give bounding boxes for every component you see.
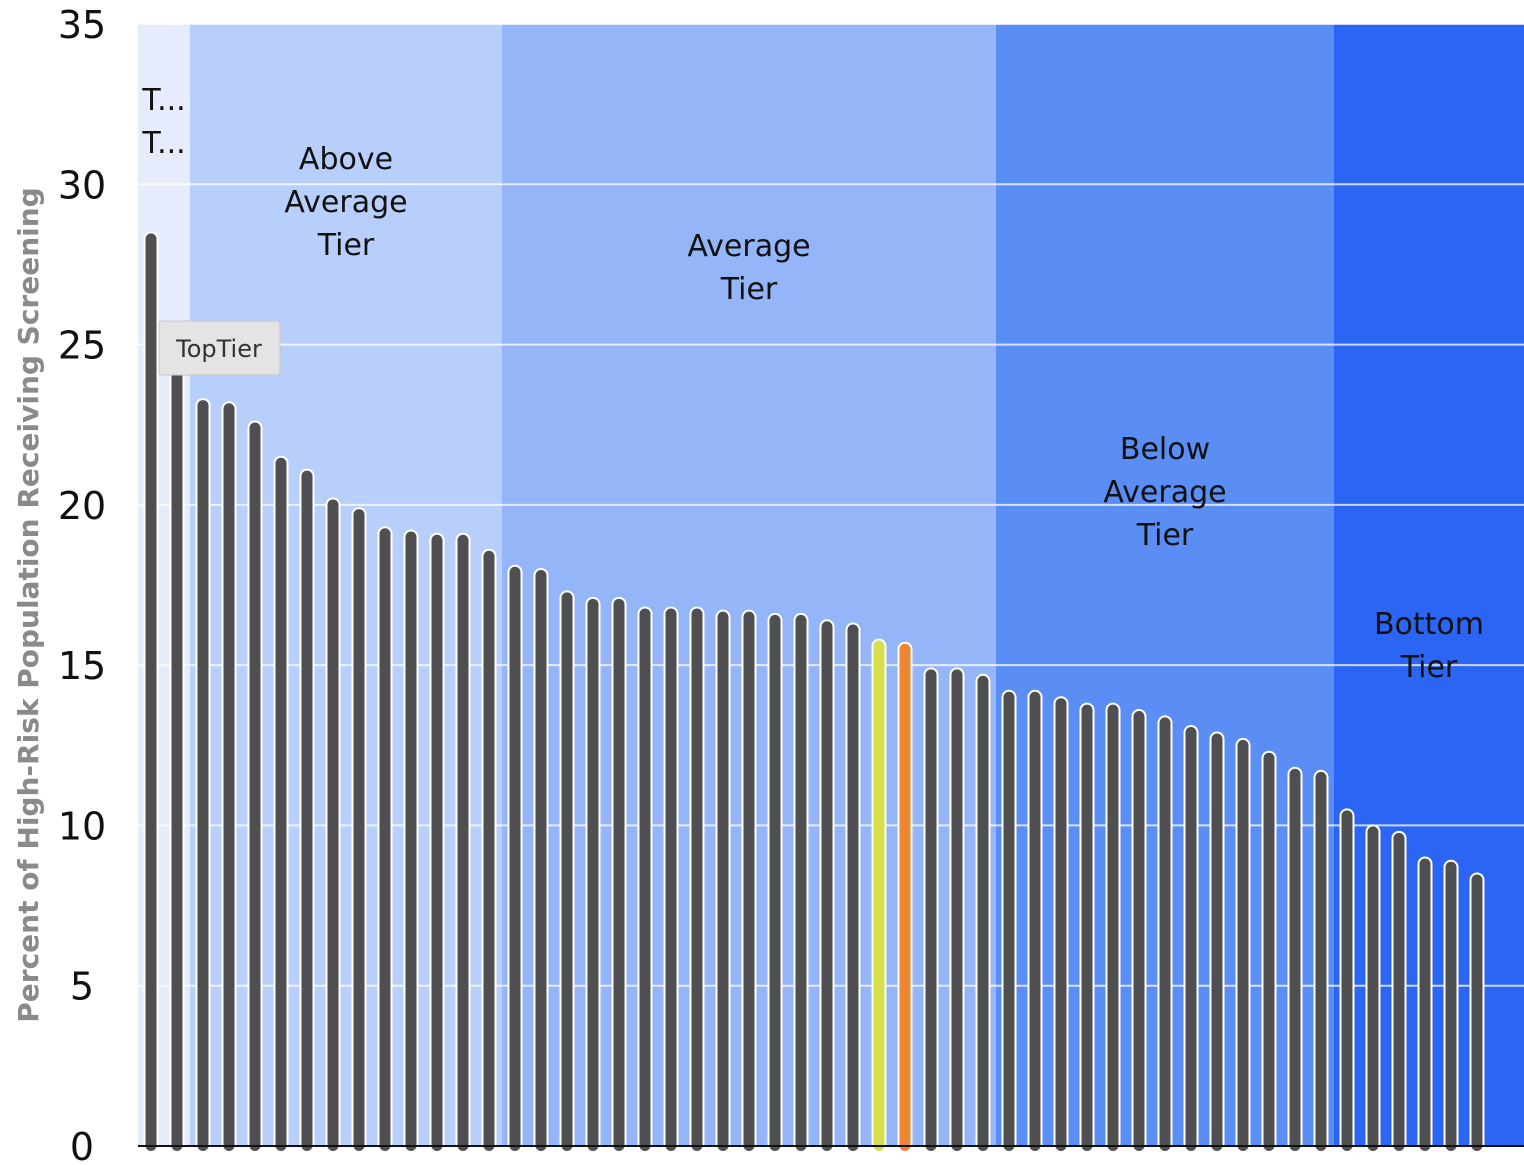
bar[interactable] [325,497,341,1153]
bar[interactable] [585,596,601,1153]
tooltip-box [158,320,281,376]
bar[interactable] [663,606,679,1153]
bar[interactable] [377,526,393,1153]
tier-label-line: Average [687,229,810,264]
tier-labels: T... T... Above Average Tier Average TierBelow… [141,83,1484,685]
y-tick-label: 30 [58,163,106,207]
bar[interactable] [143,231,159,1154]
y-tick-label: 15 [58,644,106,688]
tier-band [190,24,502,1146]
bar[interactable] [533,567,549,1153]
tier-label-line: T... [141,126,185,161]
tier-label-line: T... [141,83,185,118]
tooltip-text: TopTier [175,335,262,363]
y-tick-label: 35 [58,3,106,47]
bar[interactable] [1313,769,1329,1154]
bar[interactable] [1235,737,1251,1153]
bar[interactable] [1027,689,1043,1153]
y-tick-label: 10 [58,804,106,848]
tooltip: TopTier [158,320,281,376]
tier-label-line: Above [299,142,393,177]
y-axis-label: Percent of High-Risk Population Receivin… [12,187,45,1022]
bar[interactable] [1183,725,1199,1154]
bar[interactable] [273,455,289,1153]
bar[interactable] [455,532,471,1153]
bar[interactable] [169,359,185,1154]
bar[interactable] [845,622,861,1153]
bar[interactable] [1079,702,1095,1154]
bar[interactable] [975,673,991,1153]
bar[interactable] [1209,731,1225,1153]
tier-label-line: Tier [1400,650,1458,685]
bar[interactable] [1339,808,1355,1154]
tier-label: Average Tier [687,229,810,307]
tier-label-line: Below [1120,432,1210,467]
tier-label: Bottom Tier [1374,607,1484,685]
bar[interactable] [351,507,367,1153]
tier-label: Below Average Tier [1103,432,1226,553]
bar[interactable] [247,420,263,1154]
y-axis-ticks: 0 5 10 15 20 25 30 35 [58,3,106,1165]
tier-label: T... T... [141,83,185,161]
bar[interactable] [299,468,315,1153]
bar[interactable] [1469,872,1485,1153]
bar[interactable] [819,619,835,1153]
bar[interactable] [715,609,731,1153]
tier-label: Above Average Tier [284,142,407,263]
bar[interactable] [559,590,575,1153]
y-tick-label: 5 [70,965,94,1009]
bar[interactable] [923,667,939,1153]
bar[interactable] [1443,859,1459,1153]
bars [143,231,1485,1154]
bar[interactable] [221,401,237,1153]
bar[interactable] [1105,702,1121,1154]
tier-label-line: Bottom [1374,607,1484,642]
bar[interactable] [1261,750,1277,1153]
bar[interactable] [689,606,705,1153]
bar[interactable] [1391,830,1407,1154]
tier-label-line: Tier [720,272,778,307]
bar[interactable] [1157,715,1173,1153]
tier-label-line: Tier [1136,518,1194,553]
bar[interactable] [897,641,913,1154]
tier-label-line: Average [284,185,407,220]
bar[interactable] [195,398,211,1154]
bar[interactable] [1287,766,1303,1153]
tier-label-line: Average [1103,475,1226,510]
bar[interactable] [1053,696,1069,1153]
bar[interactable] [1131,709,1147,1153]
bar[interactable] [949,667,965,1153]
bar[interactable] [481,548,497,1153]
bar[interactable] [1001,689,1017,1153]
bar[interactable] [1417,856,1433,1153]
y-tick-label: 0 [70,1125,94,1165]
bar[interactable] [1365,824,1381,1154]
y-tick-label: 25 [58,324,106,368]
bar[interactable] [507,564,523,1153]
bar[interactable] [793,612,809,1153]
bar[interactable] [741,609,757,1153]
tier-label-line: Tier [317,228,375,263]
bar[interactable] [871,638,887,1153]
bar[interactable] [429,532,445,1153]
bar[interactable] [403,529,419,1153]
y-tick-label: 20 [58,484,106,528]
bar[interactable] [767,612,783,1153]
bar[interactable] [637,606,653,1153]
bar[interactable] [611,596,627,1153]
